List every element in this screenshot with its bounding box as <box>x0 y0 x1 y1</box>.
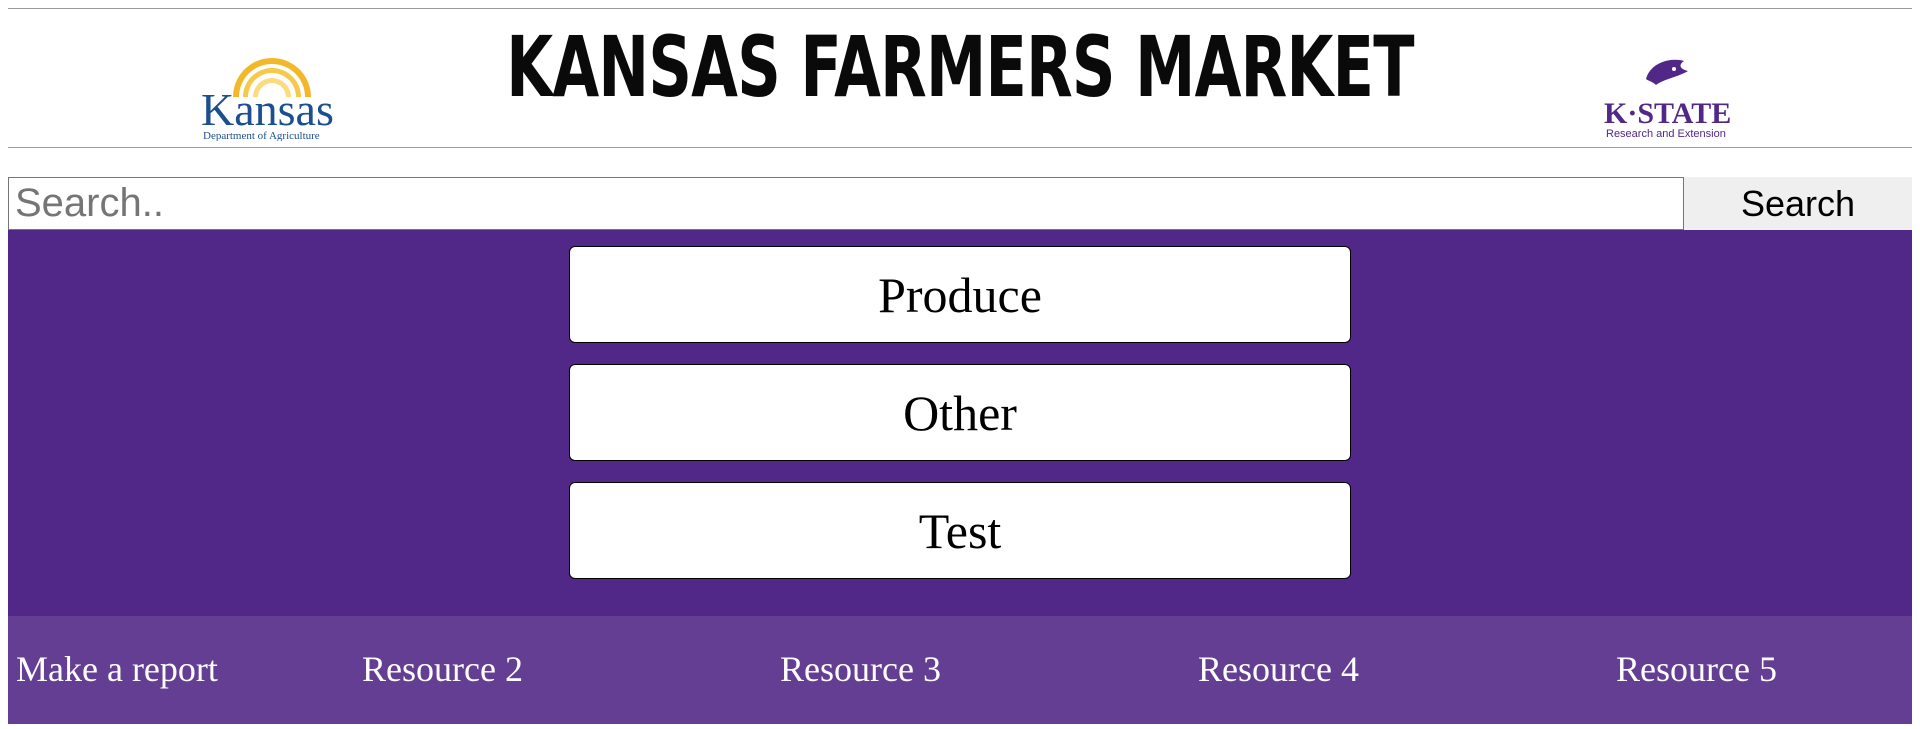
page-frame: Kansas Department of Agriculture KANSAS … <box>8 8 1912 724</box>
footer-nav: Make a report Resource 2 Resource 3 Reso… <box>8 616 1912 724</box>
footer-link-resource-3[interactable]: Resource 3 <box>780 649 941 689</box>
kansas-agriculture-logo[interactable]: Kansas Department of Agriculture <box>193 57 333 141</box>
sun-rays-icon <box>233 58 311 97</box>
category-button-other[interactable]: Other <box>569 364 1351 461</box>
footer-link-resource-5[interactable]: Resource 5 <box>1616 649 1777 689</box>
footer-link-make-report[interactable]: Make a report <box>16 649 218 689</box>
category-button-produce[interactable]: Produce <box>569 246 1351 343</box>
wildcat-icon <box>1646 59 1688 85</box>
category-panel: Produce Other Test <box>8 230 1912 616</box>
search-button[interactable]: Search <box>1684 177 1912 230</box>
site-header: Kansas Department of Agriculture KANSAS … <box>8 8 1912 148</box>
page-title: KANSAS FARMERS MARKET <box>506 18 1414 116</box>
search-bar: Search <box>8 177 1912 230</box>
kstate-logo[interactable]: K·STATE Research and Extension <box>1598 57 1738 141</box>
kstate-logo-subtitle: Research and Extension <box>1606 128 1726 140</box>
kansas-logo-subtitle: Department of Agriculture <box>203 130 320 141</box>
kansas-logo-name: Kansas <box>201 84 333 135</box>
footer-link-resource-4[interactable]: Resource 4 <box>1198 649 1359 689</box>
search-input[interactable] <box>8 177 1684 230</box>
footer-link-resource-2[interactable]: Resource 2 <box>362 649 523 689</box>
kstate-logo-name: K·STATE <box>1604 97 1731 130</box>
category-button-test[interactable]: Test <box>569 482 1351 579</box>
